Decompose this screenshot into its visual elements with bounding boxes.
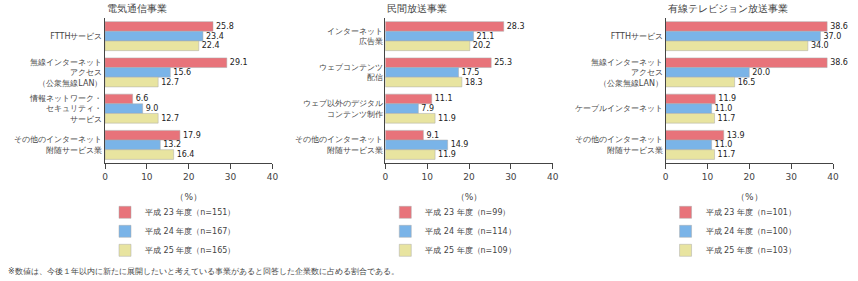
svg-text:FTTHサービス: FTTHサービス	[611, 32, 663, 41]
svg-text:0: 0	[102, 172, 108, 182]
svg-text:37.0: 37.0	[823, 32, 841, 41]
svg-text:電気通信事業: 電気通信事業	[107, 3, 167, 14]
svg-text:30: 30	[785, 172, 797, 182]
svg-text:11.0: 11.0	[715, 140, 733, 149]
svg-text:30: 30	[505, 172, 517, 182]
svg-text:その他のインターネット附随サービス業: その他のインターネット附随サービス業	[295, 135, 383, 154]
svg-text:0: 0	[382, 172, 388, 182]
svg-text:25.8: 25.8	[216, 22, 234, 31]
svg-text:20: 20	[183, 172, 195, 182]
svg-text:ウェブ以外のデジタルコンテンツ制作: ウェブ以外のデジタルコンテンツ制作	[303, 99, 383, 118]
svg-text:12.7: 12.7	[161, 114, 179, 123]
svg-text:20.2: 20.2	[473, 41, 491, 50]
svg-text:40: 40	[547, 172, 559, 182]
svg-text:11.7: 11.7	[718, 114, 736, 123]
svg-text:6.6: 6.6	[136, 94, 149, 103]
svg-text:（%）: （%）	[175, 192, 202, 202]
svg-text:無線インターネットアクセス（公衆無線LAN）: 無線インターネットアクセス（公衆無線LAN）	[591, 58, 663, 88]
svg-text:ウェブコンテンツ配信: ウェブコンテンツ配信	[319, 63, 383, 82]
svg-text:平成 25 年度（n=103）: 平成 25 年度（n=103）	[706, 246, 796, 255]
svg-text:有線テレビジョン放送事業: 有線テレビジョン放送事業	[668, 3, 788, 14]
svg-text:9.0: 9.0	[146, 104, 159, 113]
svg-text:40: 40	[827, 172, 839, 182]
svg-text:11.7: 11.7	[718, 150, 736, 159]
svg-text:11.1: 11.1	[435, 94, 453, 103]
svg-text:無線インターネットアクセス（公衆無線LAN）: 無線インターネットアクセス（公衆無線LAN）	[30, 58, 102, 88]
svg-text:20: 20	[744, 172, 756, 182]
svg-text:平成 24 年度（n=114）: 平成 24 年度（n=114）	[425, 227, 515, 236]
svg-text:7.9: 7.9	[421, 104, 434, 113]
svg-text:11.9: 11.9	[438, 150, 456, 159]
svg-text:29.1: 29.1	[230, 58, 248, 67]
svg-text:（%）: （%）	[456, 192, 483, 202]
svg-text:10: 10	[702, 172, 714, 182]
svg-text:38.6: 38.6	[830, 22, 848, 31]
svg-text:13.9: 13.9	[727, 131, 745, 140]
svg-text:平成 25 年度（n=165）: 平成 25 年度（n=165）	[145, 246, 235, 255]
svg-text:民間放送事業: 民間放送事業	[387, 3, 447, 14]
svg-text:21.1: 21.1	[477, 32, 495, 41]
svg-text:25.3: 25.3	[494, 58, 512, 67]
svg-text:平成 23 年度（n=101）: 平成 23 年度（n=101）	[706, 208, 796, 217]
svg-text:9.1: 9.1	[426, 131, 439, 140]
svg-text:14.9: 14.9	[451, 140, 469, 149]
svg-text:13.2: 13.2	[163, 140, 181, 149]
svg-text:0: 0	[663, 172, 669, 182]
svg-text:10: 10	[141, 172, 153, 182]
svg-text:16.5: 16.5	[738, 78, 756, 87]
svg-text:10: 10	[421, 172, 433, 182]
svg-text:22.4: 22.4	[202, 41, 220, 50]
svg-text:28.3: 28.3	[507, 22, 525, 31]
svg-text:40: 40	[267, 172, 279, 182]
svg-text:15.6: 15.6	[173, 68, 191, 77]
svg-text:20.0: 20.0	[752, 68, 770, 77]
svg-text:※数値は、今後１年以内に新たに展開したいと考えている事業があ: ※数値は、今後１年以内に新たに展開したいと考えている事業があると回答した企業数に…	[8, 267, 399, 276]
svg-text:FTTHサービス: FTTHサービス	[50, 32, 102, 41]
svg-text:平成 23 年度（n=99）: 平成 23 年度（n=99）	[425, 208, 510, 217]
svg-text:（%）: （%）	[736, 192, 763, 202]
svg-text:17.9: 17.9	[183, 131, 201, 140]
svg-text:11.9: 11.9	[438, 114, 456, 123]
svg-text:ケーブルインターネット: ケーブルインターネット	[575, 104, 663, 113]
svg-text:23.4: 23.4	[206, 32, 224, 41]
svg-text:その他のインターネット附随サービス業: その他のインターネット附随サービス業	[14, 135, 102, 154]
svg-text:平成 24 年度（n=100）: 平成 24 年度（n=100）	[706, 227, 796, 236]
svg-text:34.0: 34.0	[811, 41, 829, 50]
svg-text:38.6: 38.6	[830, 58, 848, 67]
svg-text:18.3: 18.3	[465, 78, 483, 87]
svg-text:平成 25 年度（n=109）: 平成 25 年度（n=109）	[425, 246, 515, 255]
svg-text:その他のインターネット附随サービス業: その他のインターネット附随サービス業	[575, 135, 663, 154]
svg-text:11.9: 11.9	[718, 94, 736, 103]
svg-text:20: 20	[463, 172, 475, 182]
svg-text:12.7: 12.7	[161, 78, 179, 87]
svg-text:インターネット広告業: インターネット広告業	[327, 27, 383, 46]
svg-text:平成 24 年度（n=167）: 平成 24 年度（n=167）	[145, 227, 235, 236]
svg-text:16.4: 16.4	[177, 150, 195, 159]
svg-text:平成 23 年度（n=151）: 平成 23 年度（n=151）	[145, 208, 235, 217]
svg-text:30: 30	[225, 172, 237, 182]
svg-text:情報ネットワーク・セキュリティ・サービス: 情報ネットワーク・セキュリティ・サービス	[29, 94, 102, 124]
svg-text:17.5: 17.5	[462, 68, 480, 77]
svg-text:11.0: 11.0	[715, 104, 733, 113]
